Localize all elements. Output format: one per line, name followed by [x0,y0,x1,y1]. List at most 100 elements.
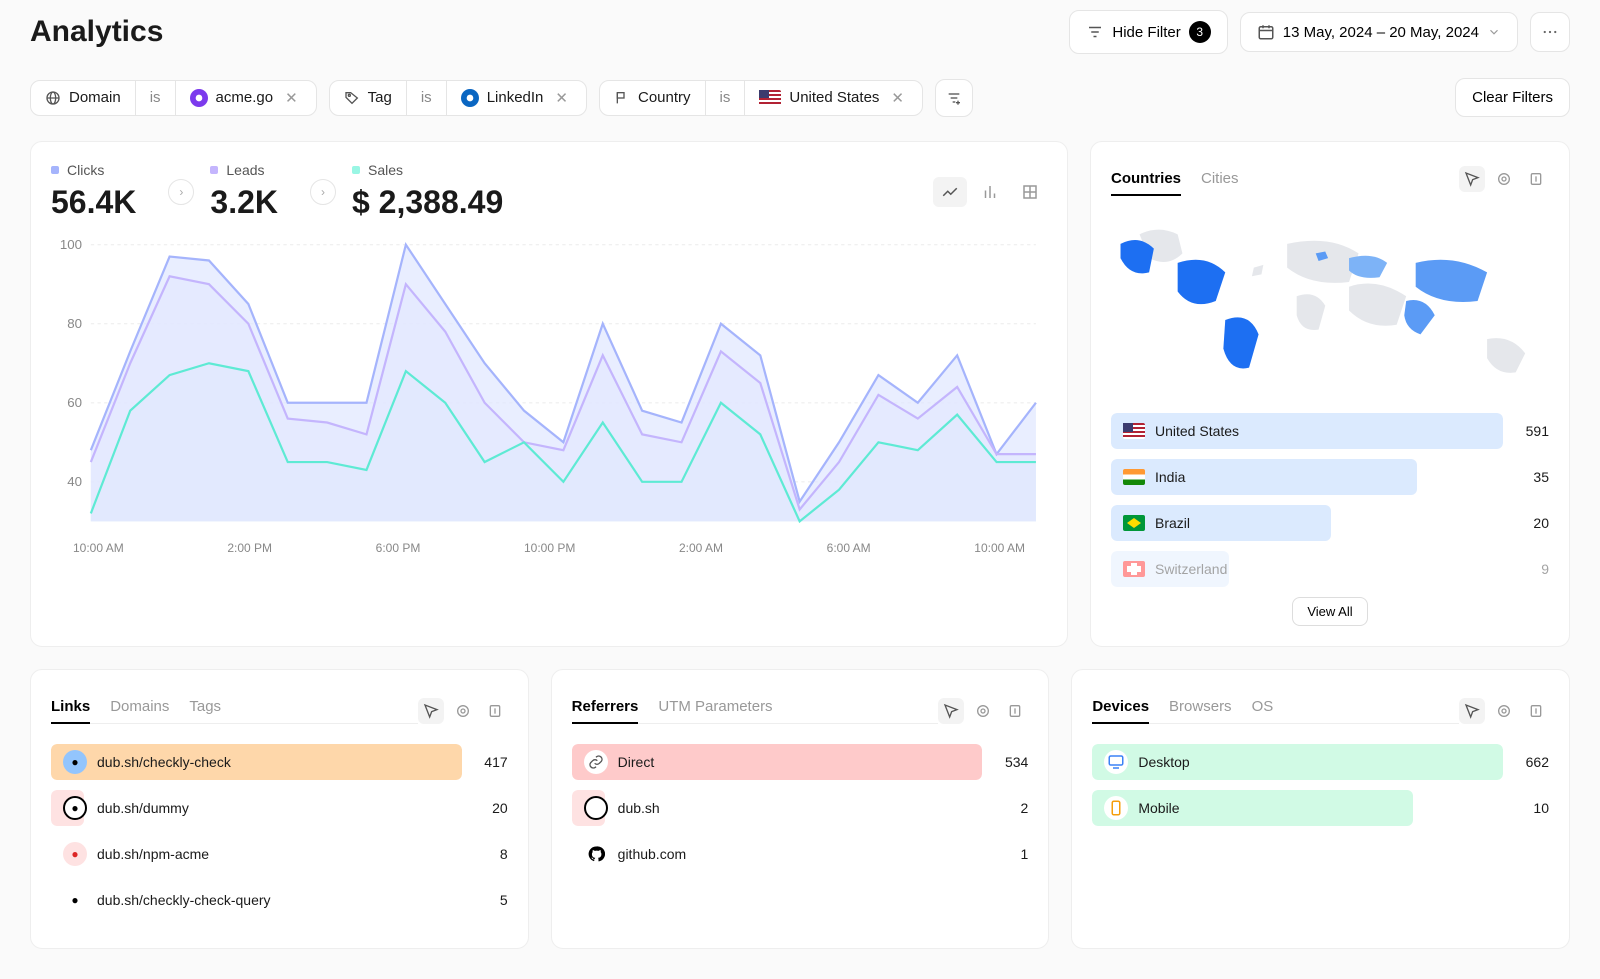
target-icon-button[interactable] [1491,166,1517,192]
metrics-row: Clicks 56.4K › Leads 3.2K › Sales $ 2,38… [51,162,1047,221]
filter-value[interactable]: LinkedIn✕ [447,81,586,115]
leads-label: Leads [226,162,264,178]
list-item[interactable]: Direct 534 [572,744,1029,780]
chart-grid-toggle[interactable] [1013,177,1047,207]
tab-countries[interactable]: Countries [1111,162,1181,195]
world-map [1111,201,1549,401]
page-header: Analytics Hide Filter 3 13 May, 2024 – 2… [30,10,1570,54]
tab-browsers[interactable]: Browsers [1169,690,1232,723]
list-item[interactable]: dub.sh 2 [572,790,1029,826]
filter-group: Tag is LinkedIn✕ [329,80,587,116]
tab-devices[interactable]: Devices [1092,690,1149,723]
ref-target-button[interactable] [970,698,996,724]
links-cursor-button[interactable] [418,698,444,724]
filter-field[interactable]: Tag [330,81,407,115]
cursor-icon [1464,703,1480,719]
list-item[interactable]: ●dub.sh/dummy 20 [51,790,508,826]
filter-op[interactable]: is [706,81,746,115]
date-range-label: 13 May, 2024 – 20 May, 2024 [1283,24,1479,41]
filter-remove[interactable]: ✕ [887,89,908,107]
tab-utm-parameters[interactable]: UTM Parameters [658,690,772,723]
hide-filter-button[interactable]: Hide Filter 3 [1069,10,1227,54]
svg-text:80: 80 [67,316,82,331]
grid-icon [1021,183,1039,201]
chart-area: 406080100 [51,233,1047,533]
filters-row: Domain is acme.go✕ Tag is LinkedIn✕ Coun… [30,78,1570,117]
devices-card: Devices Browsers OS Desktop 662 Mobile 10 [1071,669,1570,949]
filter-op[interactable]: is [407,81,447,115]
dollar-icon [1528,171,1544,187]
links-target-button[interactable] [450,698,476,724]
cursor-icon [423,703,439,719]
nav-right-1[interactable]: › [168,179,194,205]
cursor-icon [1464,171,1480,187]
tab-referrers[interactable]: Referrers [572,690,639,723]
dots-icon [1541,23,1559,41]
list-item[interactable]: India 35 [1111,459,1549,495]
filter-field[interactable]: Domain [31,81,136,115]
filter-group: Domain is acme.go✕ [30,80,317,116]
cursor-icon-button[interactable] [1459,166,1485,192]
list-item[interactable]: ●dub.sh/checkly-check 417 [51,744,508,780]
devices-list: Desktop 662 Mobile 10 [1092,744,1549,826]
chart-bar-toggle[interactable] [973,177,1007,207]
list-item[interactable]: Switzerland 9 [1111,551,1549,587]
target-icon [1496,171,1512,187]
dev-cursor-button[interactable] [1459,698,1485,724]
clear-filters-button[interactable]: Clear Filters [1455,78,1570,117]
sales-value: $ 2,388.49 [352,184,503,221]
filter-remove[interactable]: ✕ [551,89,572,107]
tab-links[interactable]: Links [51,690,90,723]
tab-os[interactable]: OS [1252,690,1274,723]
leads-value: 3.2K [210,184,278,221]
list-item[interactable]: github.com 1 [572,836,1029,872]
clicks-dot [51,166,59,174]
dollar-icon-button[interactable] [1523,166,1549,192]
filter-value[interactable]: United States✕ [745,81,922,115]
tab-tags[interactable]: Tags [189,690,221,723]
calendar-icon [1257,23,1275,41]
list-item[interactable]: Desktop 662 [1092,744,1549,780]
target-icon [455,703,471,719]
tab-cities[interactable]: Cities [1201,162,1239,195]
metric-clicks: Clicks 56.4K [51,162,152,221]
links-card: Links Domains Tags ●dub.sh/checkly-check 4… [30,669,529,949]
filter-op[interactable]: is [136,81,176,115]
svg-text:40: 40 [67,474,82,489]
main-chart-card: Clicks 56.4K › Leads 3.2K › Sales $ 2,38… [30,141,1068,647]
filter-field[interactable]: Country [600,81,706,115]
list-item[interactable]: Brazil 20 [1111,505,1549,541]
page-title: Analytics [30,15,163,49]
list-item[interactable]: United States 591 [1111,413,1549,449]
chart-line-toggle[interactable] [933,177,967,207]
add-filter-button[interactable] [935,79,973,117]
more-options-button[interactable] [1530,12,1570,52]
tab-domains[interactable]: Domains [110,690,169,723]
filter-count-badge: 3 [1189,21,1211,43]
links-tabs: Links Domains Tags [51,690,418,724]
metric-sales: Sales $ 2,388.49 [352,162,519,221]
nav-right-2[interactable]: › [310,179,336,205]
list-item[interactable]: Mobile 10 [1092,790,1549,826]
links-dollar-button[interactable] [482,698,508,724]
list-item[interactable]: ●dub.sh/checkly-check-query 5 [51,882,508,918]
filter-remove[interactable]: ✕ [281,89,302,107]
clicks-label: Clicks [67,162,104,178]
clicks-value: 56.4K [51,184,136,221]
ref-cursor-button[interactable] [938,698,964,724]
target-icon [975,703,991,719]
list-item[interactable]: ●dub.sh/npm-acme 8 [51,836,508,872]
countries-view-all-button[interactable]: View All [1292,597,1367,626]
referrers-card: Referrers UTM Parameters Direct 534 dub.s… [551,669,1050,949]
dev-dollar-button[interactable] [1523,698,1549,724]
dollar-icon [1528,703,1544,719]
ref-dollar-button[interactable] [1002,698,1028,724]
dev-target-button[interactable] [1491,698,1517,724]
countries-card: CountriesCities United States 591 India [1090,141,1570,647]
hide-filter-label: Hide Filter [1112,24,1180,41]
countries-tabs: Countries Cities [1111,162,1239,195]
sales-dot [352,166,360,174]
date-range-button[interactable]: 13 May, 2024 – 20 May, 2024 [1240,12,1518,52]
filter-value[interactable]: acme.go✕ [176,81,316,115]
countries-list: United States 591 India 35 Brazil 20 Swi… [1111,413,1549,587]
